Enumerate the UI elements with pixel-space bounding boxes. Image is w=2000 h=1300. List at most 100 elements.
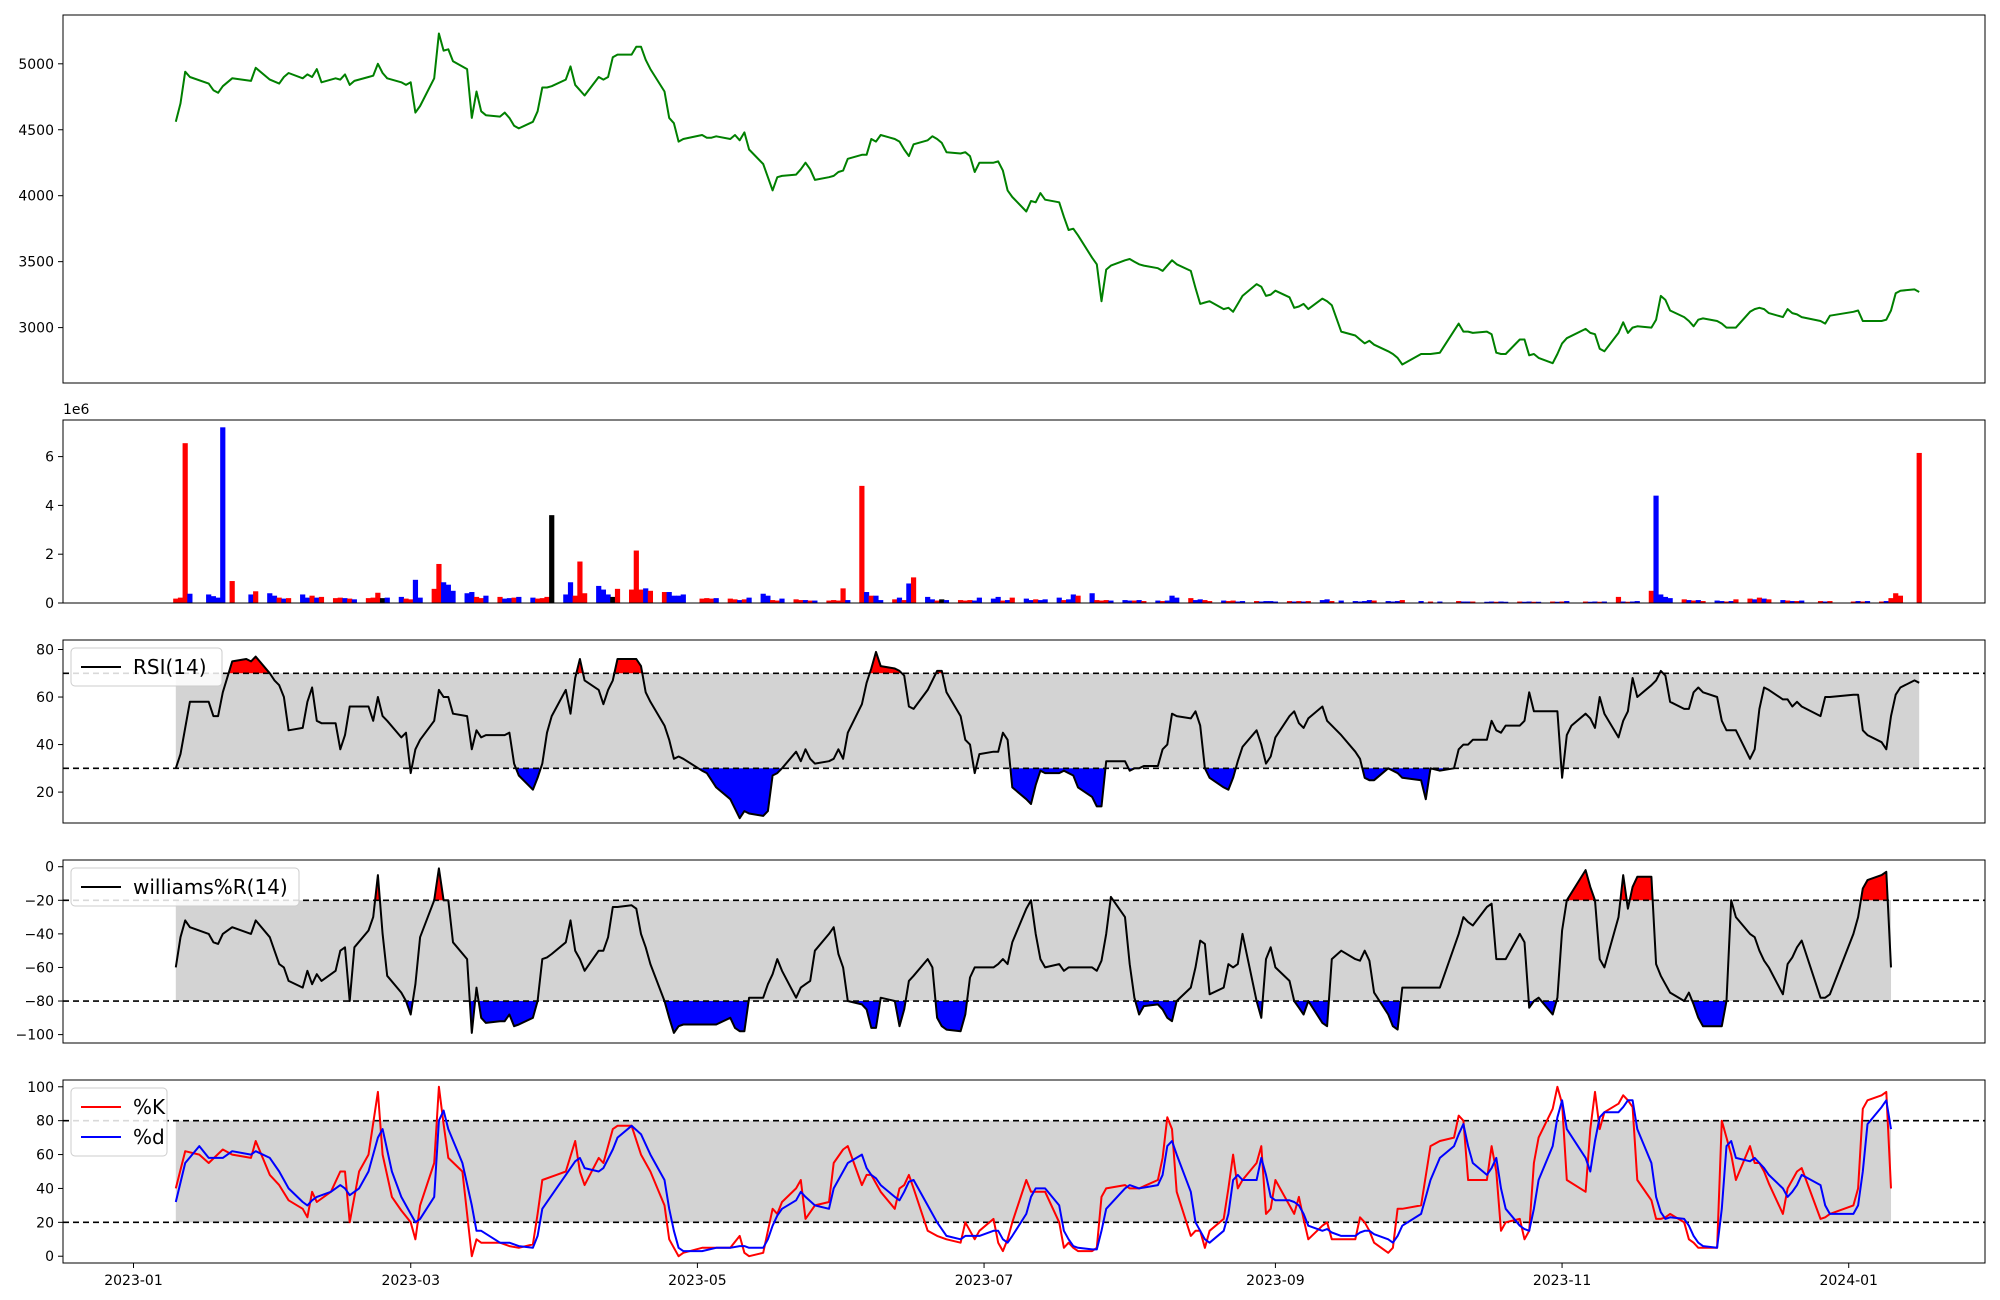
volume-bar	[633, 550, 639, 603]
volume-bar	[1686, 600, 1692, 603]
volume-bar	[210, 596, 216, 603]
volume-bar	[863, 592, 870, 603]
volume-bar	[1296, 601, 1302, 603]
volume-bar	[1827, 601, 1833, 603]
volume-bar	[1324, 599, 1330, 603]
volume-bar	[1272, 601, 1279, 603]
rsi-ytick-label: 80	[36, 643, 54, 659]
volume-bar	[1615, 596, 1622, 603]
volume-bar	[1498, 601, 1504, 603]
price-ytick-label: 4500	[18, 123, 54, 139]
volume-bar	[629, 589, 635, 603]
volume-bar	[1582, 601, 1589, 603]
williams-oversold-fill	[1135, 1001, 1177, 1022]
volume-bar	[450, 590, 456, 603]
volume-bar	[398, 596, 404, 603]
volume-bar	[746, 597, 752, 603]
volume-bar	[1517, 601, 1523, 603]
volume-bar	[1653, 495, 1659, 603]
williams-overbought-fill	[1566, 870, 1595, 901]
x-tick-label: 2023-09	[1246, 1273, 1305, 1289]
volume-bar	[1550, 601, 1556, 603]
volume-bar	[643, 588, 649, 603]
volume-bar	[1883, 601, 1889, 603]
volume-bar	[666, 592, 672, 603]
volume-bar	[464, 593, 470, 603]
x-tick-label: 2023-05	[668, 1273, 727, 1289]
volume-bar	[732, 599, 738, 603]
volume-bar	[318, 596, 325, 603]
volume-bar	[1286, 601, 1293, 603]
rsi-oversold-fill	[1204, 768, 1236, 790]
volume-bar	[1766, 599, 1772, 603]
rsi-overbought-fill	[614, 659, 643, 674]
stochastic-ytick-label: 80	[36, 1114, 54, 1130]
volume-bar	[1850, 601, 1857, 603]
volume-bar	[1004, 600, 1011, 603]
x-tick-label: 2023-11	[1533, 1273, 1592, 1289]
volume-bar	[896, 597, 903, 603]
volume-bar	[1817, 601, 1824, 603]
williams-oversold-fill	[664, 1001, 749, 1033]
volume-bar	[868, 595, 874, 603]
rsi-oversold-fill	[1010, 768, 1106, 807]
williams-ytick-label: −100	[16, 1028, 54, 1044]
volume-bar	[408, 599, 414, 603]
volume-bar	[1667, 598, 1673, 603]
volume-bar	[563, 594, 569, 603]
price-ytick-label: 3500	[18, 255, 54, 271]
volume-bar	[1629, 601, 1636, 603]
volume-bar	[1094, 600, 1100, 603]
rsi-ytick-label: 20	[36, 785, 54, 801]
williams-line	[174, 867, 1892, 1034]
volume-bar	[511, 597, 517, 603]
volume-bar	[502, 598, 508, 603]
volume-bar	[845, 600, 851, 603]
volume-offset-label: 1e6	[63, 402, 90, 418]
volume-bar	[704, 598, 710, 603]
x-tick-label: 2023-01	[104, 1273, 163, 1289]
volume-ytick-label: 6	[45, 450, 54, 466]
volume-bar	[567, 582, 574, 603]
volume-bar	[1888, 598, 1894, 603]
volume-bar	[1221, 600, 1227, 603]
volume-bar	[1822, 601, 1828, 603]
volume-bar	[1192, 600, 1199, 603]
volume-bar	[1188, 598, 1194, 603]
volume-bar	[445, 584, 451, 603]
volume-bar	[1371, 600, 1377, 603]
volume-bar	[1174, 597, 1180, 603]
volume-ytick-label: 4	[45, 498, 54, 514]
volume-bar	[943, 600, 950, 603]
volume-bar	[676, 595, 682, 603]
volume-bar	[1728, 601, 1734, 603]
volume-bar	[347, 598, 353, 603]
volume-bar	[990, 598, 997, 603]
volume-bar	[1305, 601, 1311, 603]
volume-bar	[1780, 600, 1786, 603]
volume-bar	[1681, 599, 1687, 603]
stochastic-ytick-label: 100	[27, 1080, 54, 1096]
volume-bar	[1028, 600, 1034, 603]
volume-bar	[1394, 601, 1401, 603]
volume-bar	[798, 600, 804, 603]
volume-bar	[431, 588, 437, 603]
volume-bar	[1023, 598, 1029, 603]
volume-bar	[1352, 601, 1358, 603]
volume-bar	[1131, 600, 1138, 603]
volume-bar	[779, 598, 785, 603]
volume-bar	[281, 598, 287, 603]
volume-bar	[934, 600, 940, 603]
rsi-legend-box	[70, 647, 223, 687]
x-tick-label: 2023-03	[381, 1273, 440, 1289]
volume-bar	[1136, 600, 1142, 603]
volume-bar	[713, 598, 719, 603]
volume-bar	[1127, 600, 1133, 603]
volume-bar	[285, 598, 292, 603]
volume-bar	[892, 599, 898, 603]
volume-bar	[661, 592, 668, 603]
stochastic-ytick-label: 40	[36, 1181, 54, 1197]
volume-bar	[760, 593, 766, 603]
volume-bar	[1037, 600, 1044, 603]
